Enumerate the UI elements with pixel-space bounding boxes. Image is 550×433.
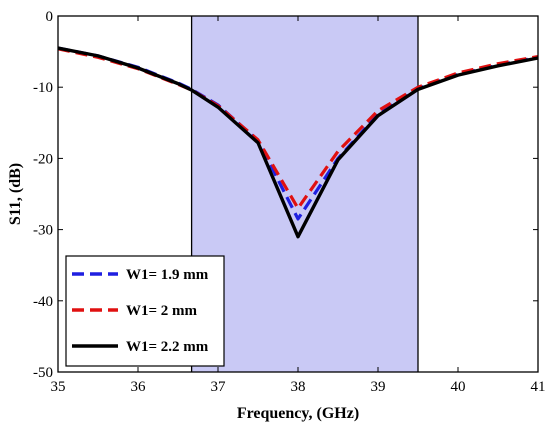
x-tick-label: 35 [51,379,66,395]
series-layer [57,46,539,239]
y-tick-label: 0 [46,9,54,25]
legend: W1= 1.9 mm W1= 2 mm W1= 2.2 mm [65,255,225,367]
y-tick-label: -40 [33,294,53,310]
y-tick-label: -30 [33,223,53,239]
tick-layer: 35 36 37 38 39 40 41 0 -10 -20 -30 -40 -50 [33,9,546,395]
x-axis-label: Frequency, (GHz) [237,405,359,422]
y-tick-label: -20 [33,151,53,167]
y-tick-label: -50 [33,365,53,381]
series-line-2 [57,47,539,210]
shaded-band-layer [190,16,419,372]
x-tick-label: 40 [451,379,466,395]
x-tick-label: 38 [291,379,306,395]
series-line-3 [57,46,539,239]
x-tick-label: 39 [371,379,386,395]
x-tick-label: 41 [531,379,546,395]
legend-label: W1= 2.2 mm [126,339,209,355]
shaded-band [191,16,418,372]
x-tick-label: 37 [211,379,227,395]
y-tick-label: -10 [33,80,53,96]
legend-label: W1= 2 mm [126,303,198,319]
x-tick-label: 36 [131,379,147,395]
y-axis-label: S11, (dB) [7,163,24,225]
legend-label: W1= 1.9 mm [126,267,209,283]
